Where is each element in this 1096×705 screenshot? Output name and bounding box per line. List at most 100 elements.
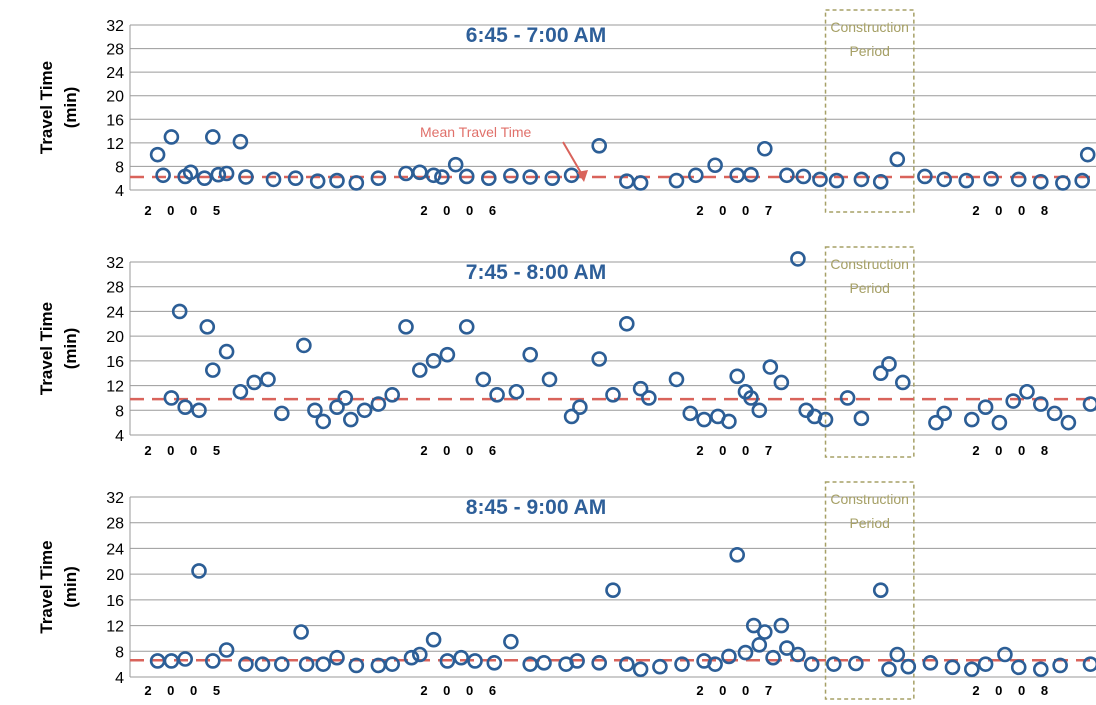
data-point bbox=[889, 151, 906, 168]
data-point bbox=[1082, 656, 1096, 672]
data-point bbox=[591, 655, 608, 671]
data-point bbox=[218, 343, 235, 360]
data-point bbox=[246, 374, 262, 391]
data-point bbox=[872, 582, 889, 599]
data-point bbox=[751, 637, 768, 653]
data-point bbox=[889, 646, 906, 663]
data-point bbox=[296, 337, 312, 354]
y-axis-label: Travel Time bbox=[37, 540, 56, 633]
data-point bbox=[563, 167, 580, 184]
data-point bbox=[751, 402, 768, 419]
data-point bbox=[991, 414, 1008, 431]
data-point bbox=[765, 649, 781, 666]
y-tick-label: 8 bbox=[115, 644, 124, 661]
data-point bbox=[958, 172, 975, 189]
data-point bbox=[447, 156, 464, 173]
data-point bbox=[196, 170, 213, 187]
panel-2: 4 8 12 16 20 24 28 32 Travel Time (min) 2 0 0 5 2 0… bbox=[37, 246, 1096, 458]
y-tick-label: 4 bbox=[115, 183, 124, 200]
data-point bbox=[411, 362, 428, 378]
data-point bbox=[191, 563, 207, 579]
y-tick-label: 16 bbox=[106, 112, 124, 129]
data-point bbox=[872, 365, 889, 382]
data-point bbox=[1010, 171, 1027, 188]
data-point bbox=[963, 661, 980, 678]
data-point bbox=[881, 661, 897, 678]
data-point bbox=[398, 319, 414, 335]
data-point bbox=[779, 167, 795, 184]
data-point bbox=[503, 633, 519, 650]
construction-period-box bbox=[824, 9, 915, 213]
data-point bbox=[1046, 405, 1063, 422]
data-point bbox=[541, 371, 558, 388]
data-point bbox=[163, 129, 180, 145]
data-point bbox=[872, 173, 889, 190]
data-point bbox=[745, 617, 762, 634]
data-point bbox=[632, 661, 649, 678]
data-point bbox=[773, 374, 790, 391]
y-tick-label: 32 bbox=[106, 490, 124, 507]
data-point bbox=[652, 658, 668, 675]
data-point bbox=[729, 547, 746, 563]
data-point bbox=[503, 168, 519, 184]
x-tick-label: 2 0 0 7 bbox=[696, 203, 778, 218]
data-point bbox=[1060, 414, 1077, 431]
data-point bbox=[605, 582, 621, 599]
data-point bbox=[254, 656, 271, 672]
data-point bbox=[900, 658, 917, 675]
data-point bbox=[155, 167, 171, 184]
mean-annotation: Mean Travel Time bbox=[420, 124, 531, 140]
y-axis-label: Travel Time bbox=[37, 61, 56, 154]
data-point bbox=[632, 380, 649, 397]
data-point bbox=[356, 402, 373, 419]
data-point bbox=[1033, 173, 1049, 190]
data-point bbox=[743, 390, 759, 406]
data-point bbox=[232, 383, 249, 400]
data-point bbox=[177, 651, 193, 667]
data-point bbox=[298, 656, 315, 672]
data-point bbox=[773, 617, 790, 634]
data-point bbox=[812, 171, 828, 188]
data-point bbox=[729, 167, 746, 184]
data-point bbox=[839, 390, 856, 406]
data-point bbox=[486, 655, 503, 671]
panel-title: 7:45 - 8:00 AM bbox=[466, 261, 606, 284]
data-point bbox=[238, 169, 254, 185]
y-tick-label: 24 bbox=[106, 541, 124, 558]
data-point bbox=[182, 164, 199, 181]
data-point bbox=[480, 170, 497, 187]
data-point bbox=[434, 169, 450, 185]
data-point bbox=[265, 171, 282, 188]
data-point bbox=[149, 146, 166, 163]
y-tick-label: 20 bbox=[106, 567, 124, 584]
data-point bbox=[403, 649, 420, 666]
data-point bbox=[977, 399, 994, 415]
data-point bbox=[1033, 661, 1049, 678]
x-tick-label: 2 0 0 5 bbox=[144, 443, 226, 458]
data-point bbox=[171, 303, 188, 320]
data-point bbox=[411, 646, 428, 663]
construction-period-box bbox=[824, 481, 915, 700]
data-point bbox=[1005, 393, 1022, 409]
panel-title: 8:45 - 9:00 AM bbox=[466, 496, 606, 519]
data-point bbox=[536, 655, 552, 671]
data-point bbox=[591, 351, 608, 367]
data-point bbox=[756, 140, 773, 157]
x-tick-label: 2 0 0 5 bbox=[144, 203, 226, 218]
data-point bbox=[205, 129, 221, 145]
construction-period-box bbox=[824, 246, 915, 458]
data-point bbox=[618, 315, 635, 332]
data-point bbox=[618, 656, 635, 672]
y-tick-label: 32 bbox=[106, 18, 124, 35]
data-point bbox=[384, 656, 401, 672]
data-point bbox=[384, 387, 401, 403]
construction-label: Construction bbox=[830, 19, 909, 35]
data-point bbox=[762, 359, 779, 375]
data-point bbox=[1074, 172, 1090, 189]
data-point bbox=[756, 624, 773, 640]
data-point bbox=[997, 646, 1013, 663]
data-point bbox=[348, 175, 365, 191]
data-point bbox=[682, 405, 699, 422]
